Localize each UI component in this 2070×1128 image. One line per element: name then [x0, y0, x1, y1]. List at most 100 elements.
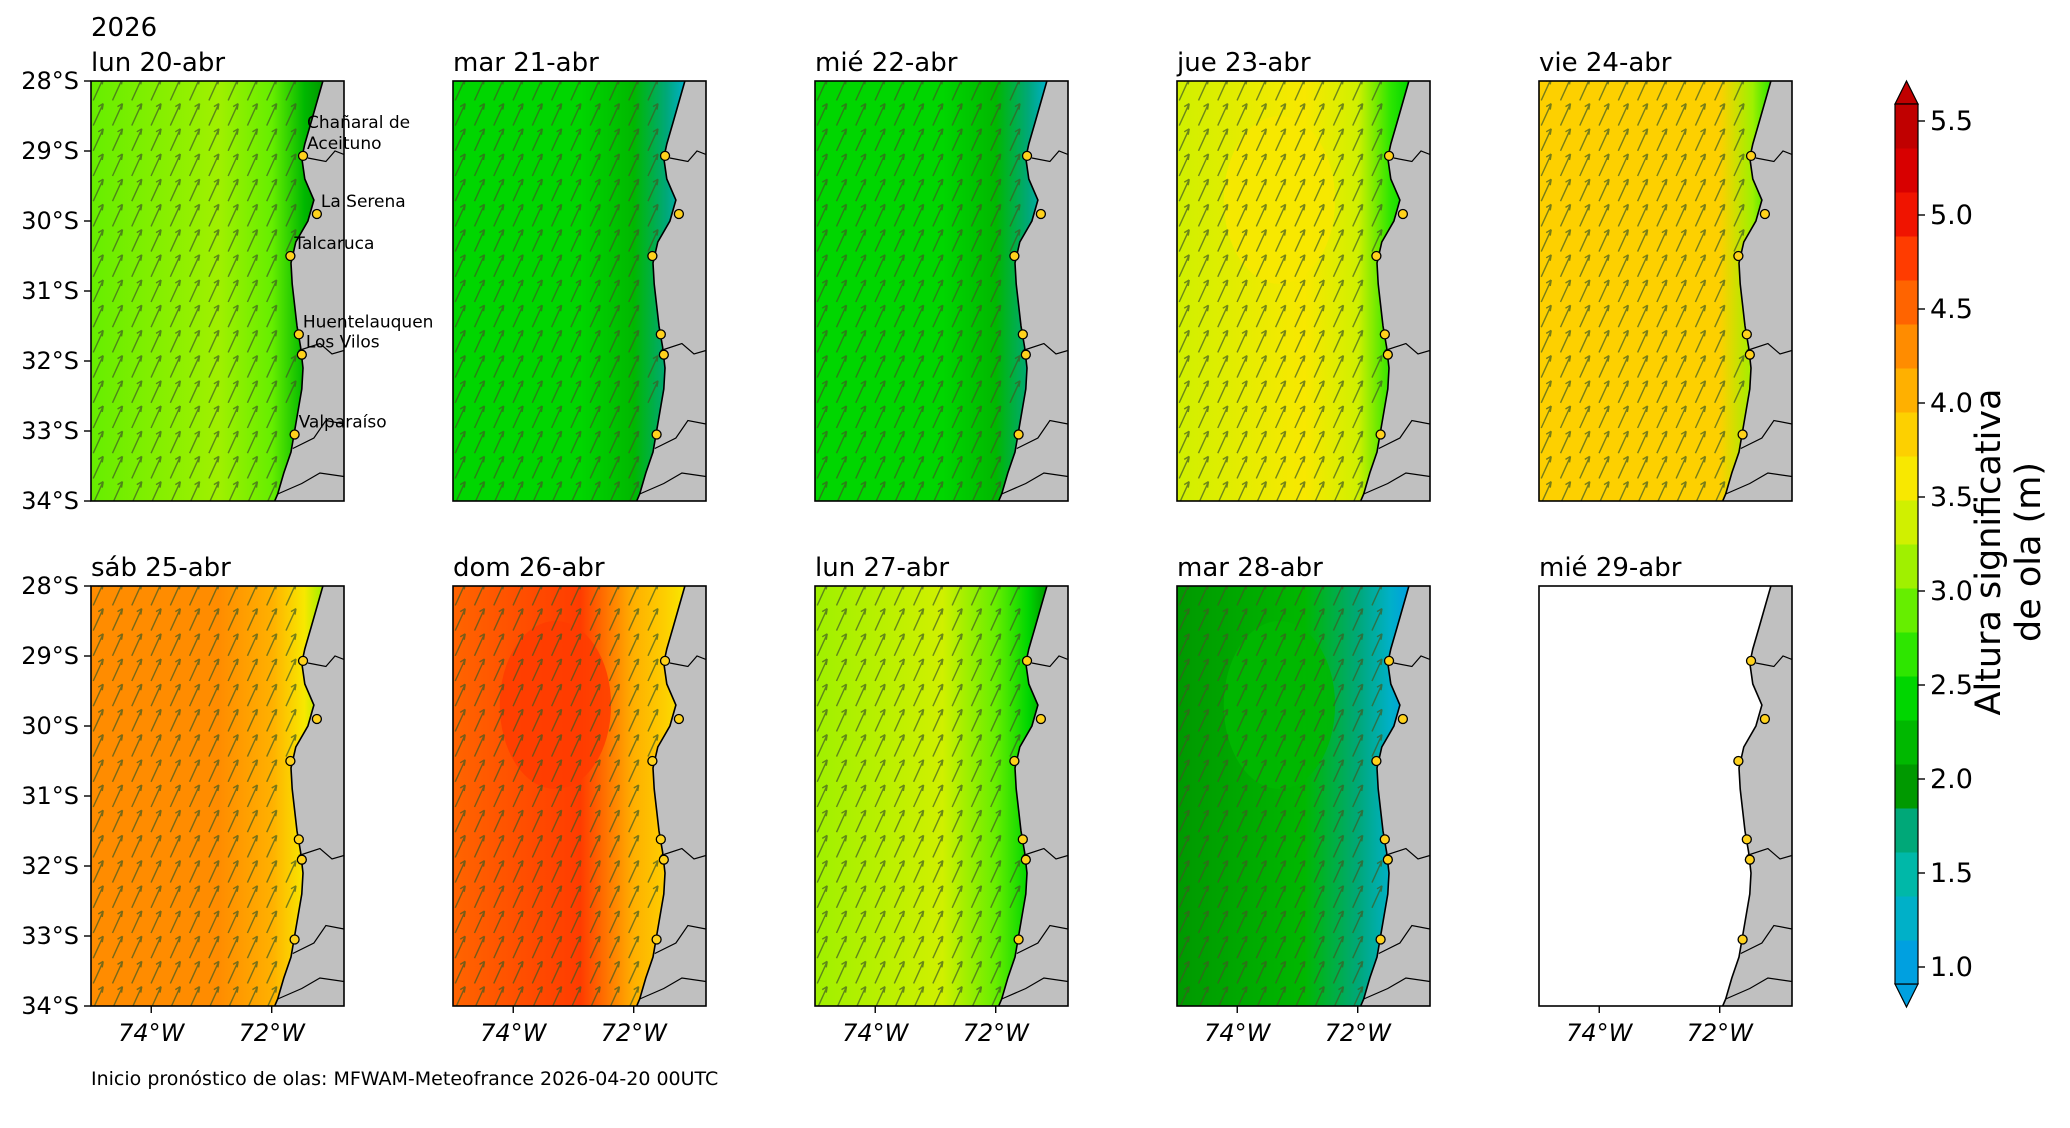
- map-frame: [452, 585, 707, 1007]
- location-marker: [659, 655, 671, 667]
- region-border: [669, 655, 706, 668]
- map-panel: sáb 25-abr 28°S 29°S 30°S 31°S 32°S 33°S 34°S 74…: [21, 553, 345, 1047]
- region-border: [1016, 924, 1068, 955]
- panel-title: dom 26-abr: [453, 553, 605, 583]
- location-marker: [651, 429, 662, 440]
- colorbar-max-extend: [1894, 79, 1919, 105]
- map-panel: mié 22-abr: [814, 48, 1069, 502]
- colorbar-tick-label: 1.0: [1930, 952, 1973, 983]
- region-border: [1393, 655, 1430, 668]
- panel-title: lun 27-abr: [815, 553, 949, 583]
- colorbar-label: de ola (m): [2009, 462, 2049, 642]
- map-frame: [1538, 585, 1793, 1007]
- location-marker: [1371, 250, 1382, 262]
- map-panel: mié 29-abr 74°W 72°W: [1538, 553, 1793, 1047]
- region-border: [1755, 150, 1792, 163]
- lat-tick-label: 33°S: [21, 417, 79, 445]
- colorbar-label: Altura significativa: [1969, 389, 2009, 716]
- location-marker: [1017, 329, 1028, 340]
- colorbar-tick-label: 5.5: [1930, 106, 1973, 137]
- colorbar-swatch: [1895, 280, 1918, 325]
- location-marker: [1379, 329, 1390, 340]
- map-frame: [1176, 80, 1431, 502]
- lat-tick-label: 32°S: [21, 852, 79, 880]
- location-marker: [1035, 208, 1047, 220]
- region-border: [639, 977, 706, 1000]
- region-border: [277, 977, 344, 1000]
- region-border: [292, 924, 344, 955]
- region-border: [1031, 150, 1068, 163]
- location-marker: [1759, 208, 1771, 220]
- map-panel: mar 28-abr 74°W 72°W: [1176, 553, 1431, 1047]
- wave-direction-arrows: [816, 81, 1021, 501]
- location-marker: [1021, 150, 1033, 162]
- lat-tick-label: 33°S: [21, 922, 79, 950]
- location-marker: [293, 329, 304, 340]
- wave-height-field: [91, 81, 323, 501]
- colorbar-swatch: [1895, 456, 1918, 501]
- lon-tick-label: 72°W: [601, 1019, 669, 1047]
- region-border: [292, 419, 344, 450]
- lat-tick-label: 28°S: [21, 67, 79, 95]
- location-marker: [296, 349, 307, 360]
- colorbar-tick-label: 1.5: [1930, 858, 1973, 889]
- location-marker: [1382, 854, 1393, 865]
- location-marker: [1759, 713, 1771, 725]
- location-marker: [296, 854, 307, 865]
- location-marker: [1741, 834, 1752, 845]
- colorbar-swatch: [1895, 896, 1918, 941]
- region-border: [654, 924, 706, 955]
- lon-tick-label: 74°W: [118, 1019, 186, 1047]
- lat-tick-label: 30°S: [21, 712, 79, 740]
- lon-tick-label: 72°W: [963, 1019, 1031, 1047]
- colorbar-swatch: [1895, 368, 1918, 413]
- location-marker: [1013, 934, 1024, 945]
- wave-height-field: [815, 586, 1047, 1006]
- panel-title: mié 29-abr: [1539, 553, 1682, 583]
- lat-tick-label: 34°S: [21, 992, 79, 1020]
- region-border: [660, 847, 706, 860]
- lon-tick-label: 72°W: [1325, 1019, 1393, 1047]
- panel-title: lun 20-abr: [91, 48, 225, 78]
- region-border: [307, 655, 344, 668]
- location-marker: [285, 250, 296, 262]
- wave-direction-arrows: [1178, 81, 1383, 501]
- colorbar-swatch: [1895, 324, 1918, 369]
- colorbar-swatch: [1895, 808, 1918, 853]
- region-border: [298, 847, 344, 860]
- colorbar: 1.0 1.5 2.0 2.5 3.0 3.5 4.0 4.5 5.0 5.5 Altura sig…: [1894, 79, 2049, 1009]
- location-marker: [658, 349, 669, 360]
- wave-height-max-area: [1223, 621, 1336, 789]
- wave-height-max-area: [499, 621, 612, 789]
- region-border: [1755, 655, 1792, 668]
- location-marker: [1375, 429, 1386, 440]
- location-marker: [1375, 934, 1386, 945]
- region-border: [1016, 419, 1068, 450]
- colorbar-swatch: [1895, 764, 1918, 809]
- wave-direction-arrows: [1540, 81, 1745, 501]
- location-marker: [1741, 329, 1752, 340]
- wave-direction-arrows: [1178, 586, 1383, 1006]
- region-border: [1725, 472, 1792, 495]
- location-marker: [1733, 250, 1744, 262]
- region-border: [1001, 977, 1068, 1000]
- lon-tick-label: 72°W: [239, 1019, 307, 1047]
- location-marker: [1021, 655, 1033, 667]
- forecast-source-note: Inicio pronóstico de olas: MFWAM-Meteofr…: [91, 1068, 719, 1090]
- no-data-sea: [1539, 586, 1771, 1006]
- location-marker: [1020, 349, 1031, 360]
- wave-height-field: [91, 586, 323, 1006]
- wave-direction-arrows: [454, 586, 659, 1006]
- colorbar-min-extend: [1894, 983, 1919, 1009]
- region-border: [1384, 342, 1430, 355]
- lat-tick-label: 29°S: [21, 642, 79, 670]
- lat-tick-label: 29°S: [21, 137, 79, 165]
- panel-title: sáb 25-abr: [91, 553, 231, 583]
- lon-tick-label: 74°W: [480, 1019, 548, 1047]
- region-border: [1393, 150, 1430, 163]
- wave-direction-arrows: [92, 81, 297, 501]
- map-frame: [814, 585, 1069, 1007]
- region-border: [1378, 419, 1430, 450]
